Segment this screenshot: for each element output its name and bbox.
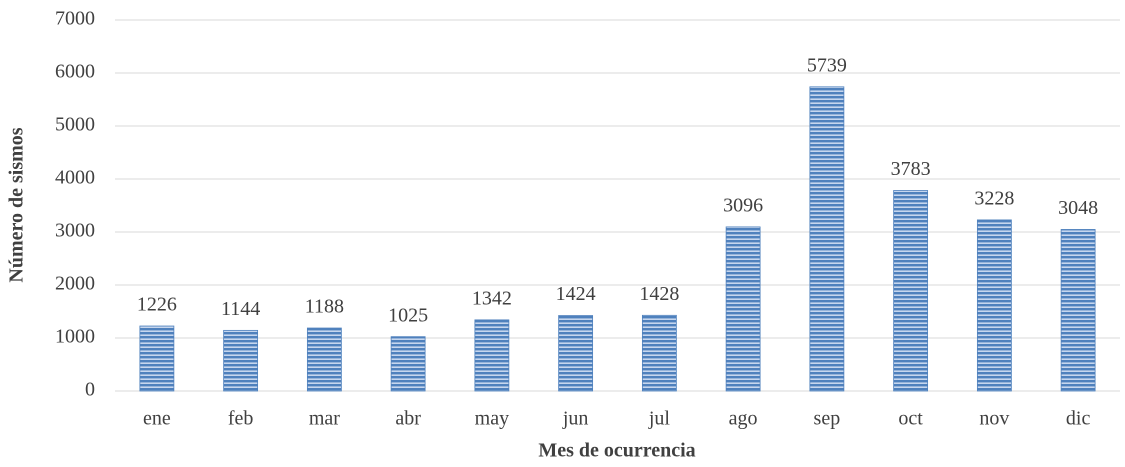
y-tick-label: 7000 <box>55 8 95 30</box>
data-label: 1424 <box>556 283 596 305</box>
x-tick-label: oct <box>898 408 923 430</box>
bar <box>139 325 175 392</box>
data-label: 1342 <box>472 287 512 309</box>
x-tick-label: ago <box>729 408 758 430</box>
y-tick-label: 3000 <box>55 220 95 242</box>
bar <box>558 315 594 392</box>
x-tick-label: ene <box>143 408 171 430</box>
bar <box>641 314 677 392</box>
bar <box>976 219 1012 392</box>
x-tick-label: jun <box>562 408 589 430</box>
bar <box>306 327 342 392</box>
y-axis-title: Número de sismos <box>6 127 28 282</box>
data-label: 1226 <box>137 294 177 316</box>
y-tick-label: 0 <box>85 379 95 401</box>
y-tick-label: 5000 <box>55 114 95 136</box>
data-label: 3783 <box>891 158 931 180</box>
data-label: 1188 <box>305 296 344 318</box>
y-tick-label: 6000 <box>55 61 95 83</box>
data-label: 1428 <box>639 283 679 305</box>
y-tick-label: 2000 <box>55 273 95 295</box>
x-tick-label: feb <box>228 408 254 430</box>
x-tick-label: may <box>475 408 509 430</box>
x-tick-label: sep <box>814 408 841 430</box>
data-label: 5739 <box>807 54 847 76</box>
data-label: 3228 <box>974 188 1014 210</box>
data-label: 1144 <box>221 298 260 320</box>
bar <box>725 226 761 392</box>
bar <box>390 336 426 392</box>
bar <box>223 329 259 392</box>
data-label: 3048 <box>1058 197 1098 219</box>
y-tick-label: 1000 <box>55 326 95 348</box>
x-tick-label: mar <box>309 408 340 430</box>
x-tick-label: dic <box>1066 408 1091 430</box>
bar <box>1060 229 1096 392</box>
bar <box>893 190 929 392</box>
data-label: 1025 <box>388 304 428 326</box>
bar <box>809 86 845 392</box>
bar <box>474 319 510 392</box>
x-tick-label: jul <box>648 408 671 430</box>
x-axis-title: Mes de ocurrencia <box>538 440 695 462</box>
x-tick-label: abr <box>395 408 421 430</box>
x-tick-label: nov <box>979 408 1009 430</box>
data-label: 3096 <box>723 195 763 217</box>
y-tick-label: 4000 <box>55 167 95 189</box>
